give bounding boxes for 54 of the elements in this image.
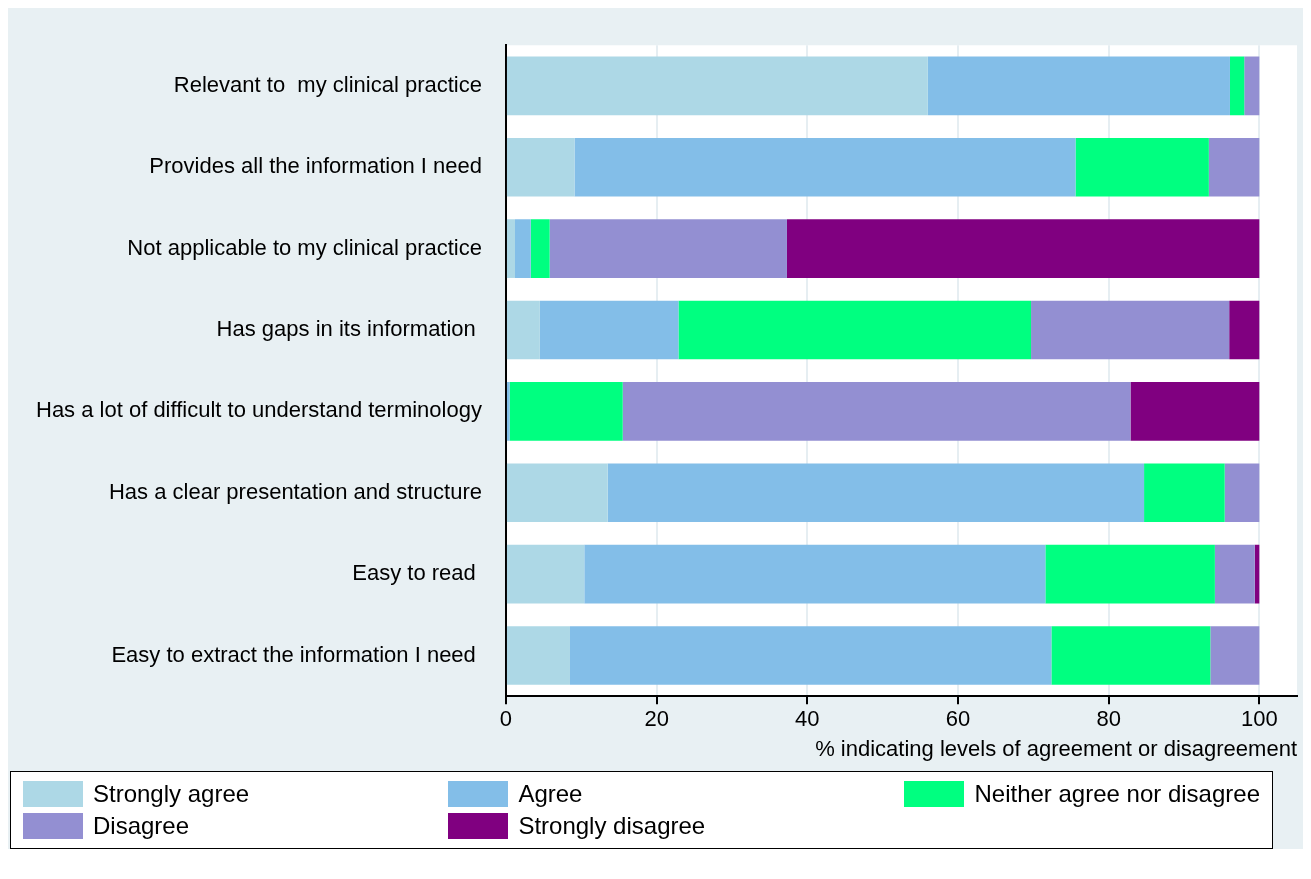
bar <box>506 56 928 116</box>
bar <box>1244 56 1260 116</box>
bar <box>1224 463 1260 523</box>
bar <box>506 626 570 685</box>
bar <box>1214 544 1255 604</box>
bar <box>1229 56 1245 116</box>
y-tick-label: Provides all the information I need <box>149 153 482 179</box>
bar <box>622 382 1131 441</box>
x-tick-label: 20 <box>644 706 669 732</box>
legend-label: Agree <box>518 780 583 808</box>
y-tick-label: Has a clear presentation and structure <box>108 478 482 504</box>
x-tick-label: 0 <box>499 706 513 732</box>
bar <box>1130 382 1260 441</box>
bar <box>549 219 787 278</box>
x-tick-label: 100 <box>1240 706 1278 732</box>
bar <box>607 463 1145 523</box>
bar <box>1075 137 1209 197</box>
bar <box>1144 463 1225 523</box>
bar <box>1229 300 1260 360</box>
bar <box>1210 626 1260 685</box>
bar <box>569 626 1052 685</box>
y-tick-label: Not applicable to my clinical practice <box>127 234 482 260</box>
bar <box>506 544 585 604</box>
bar <box>1045 544 1215 604</box>
bar <box>584 544 1046 604</box>
bar <box>506 463 608 523</box>
bar <box>1208 137 1260 197</box>
bar <box>574 137 1076 197</box>
x-tick-label: 60 <box>945 706 971 732</box>
bar <box>506 219 515 278</box>
x-tick-label: 80 <box>1096 706 1121 732</box>
legend-label: Strongly agree <box>93 780 250 808</box>
y-tick-label: Easy to extract the information I need <box>111 641 482 667</box>
bar <box>506 300 540 360</box>
x-axis-title: % indicating levels of agreement or disagreement <box>815 735 1297 761</box>
bar <box>514 219 531 278</box>
x-tick-label: 40 <box>795 706 820 732</box>
legend-label: Disagree <box>93 812 190 840</box>
legend-label: Neither agree nor disagree <box>974 780 1260 808</box>
bar <box>927 56 1230 116</box>
bar <box>1051 626 1211 685</box>
y-tick-label: Easy to read <box>352 560 482 586</box>
bar <box>530 219 550 278</box>
bar <box>509 382 623 441</box>
y-tick-label: Has a lot of difficult to understand terminology <box>36 397 482 423</box>
bar <box>786 219 1260 278</box>
legend-label: Strongly disagree <box>518 812 706 840</box>
bar <box>506 137 575 197</box>
y-tick-label: Has gaps in its information <box>216 316 482 342</box>
bar <box>1031 300 1230 360</box>
y-tick-label: Relevant to my clinical practice <box>173 71 482 97</box>
bar <box>678 300 1032 360</box>
bar <box>506 382 510 441</box>
bar <box>539 300 679 360</box>
